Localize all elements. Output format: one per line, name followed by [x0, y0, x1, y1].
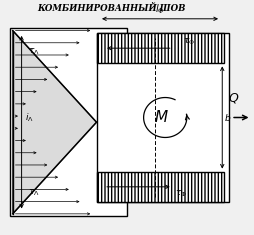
- Text: $M$: $M$: [154, 110, 169, 125]
- Bar: [97, 33, 229, 202]
- Bar: [97, 172, 224, 202]
- Text: $i_{\Lambda}$: $i_{\Lambda}$: [25, 111, 34, 124]
- Text: $b$: $b$: [224, 112, 232, 123]
- Bar: [97, 33, 224, 63]
- Text: $\tau_{\Lambda}$: $\tau_{\Lambda}$: [28, 188, 40, 198]
- Text: $\tau_{\Phi}$: $\tau_{\Phi}$: [175, 189, 187, 199]
- Text: $l_{\Phi}$: $l_{\Phi}$: [155, 2, 165, 16]
- Text: $\tau_{\Lambda}$: $\tau_{\Lambda}$: [28, 47, 40, 57]
- Text: $Q$: $Q$: [228, 90, 239, 105]
- Bar: [97, 172, 224, 202]
- Bar: [97, 33, 224, 63]
- Polygon shape: [13, 31, 97, 214]
- Text: КОМБИНИРОВАННЫЙ ШОВ: КОМБИНИРОВАННЫЙ ШОВ: [38, 4, 186, 12]
- Text: $\tau_{\Phi}$: $\tau_{\Phi}$: [183, 36, 195, 47]
- Bar: [10, 28, 127, 216]
